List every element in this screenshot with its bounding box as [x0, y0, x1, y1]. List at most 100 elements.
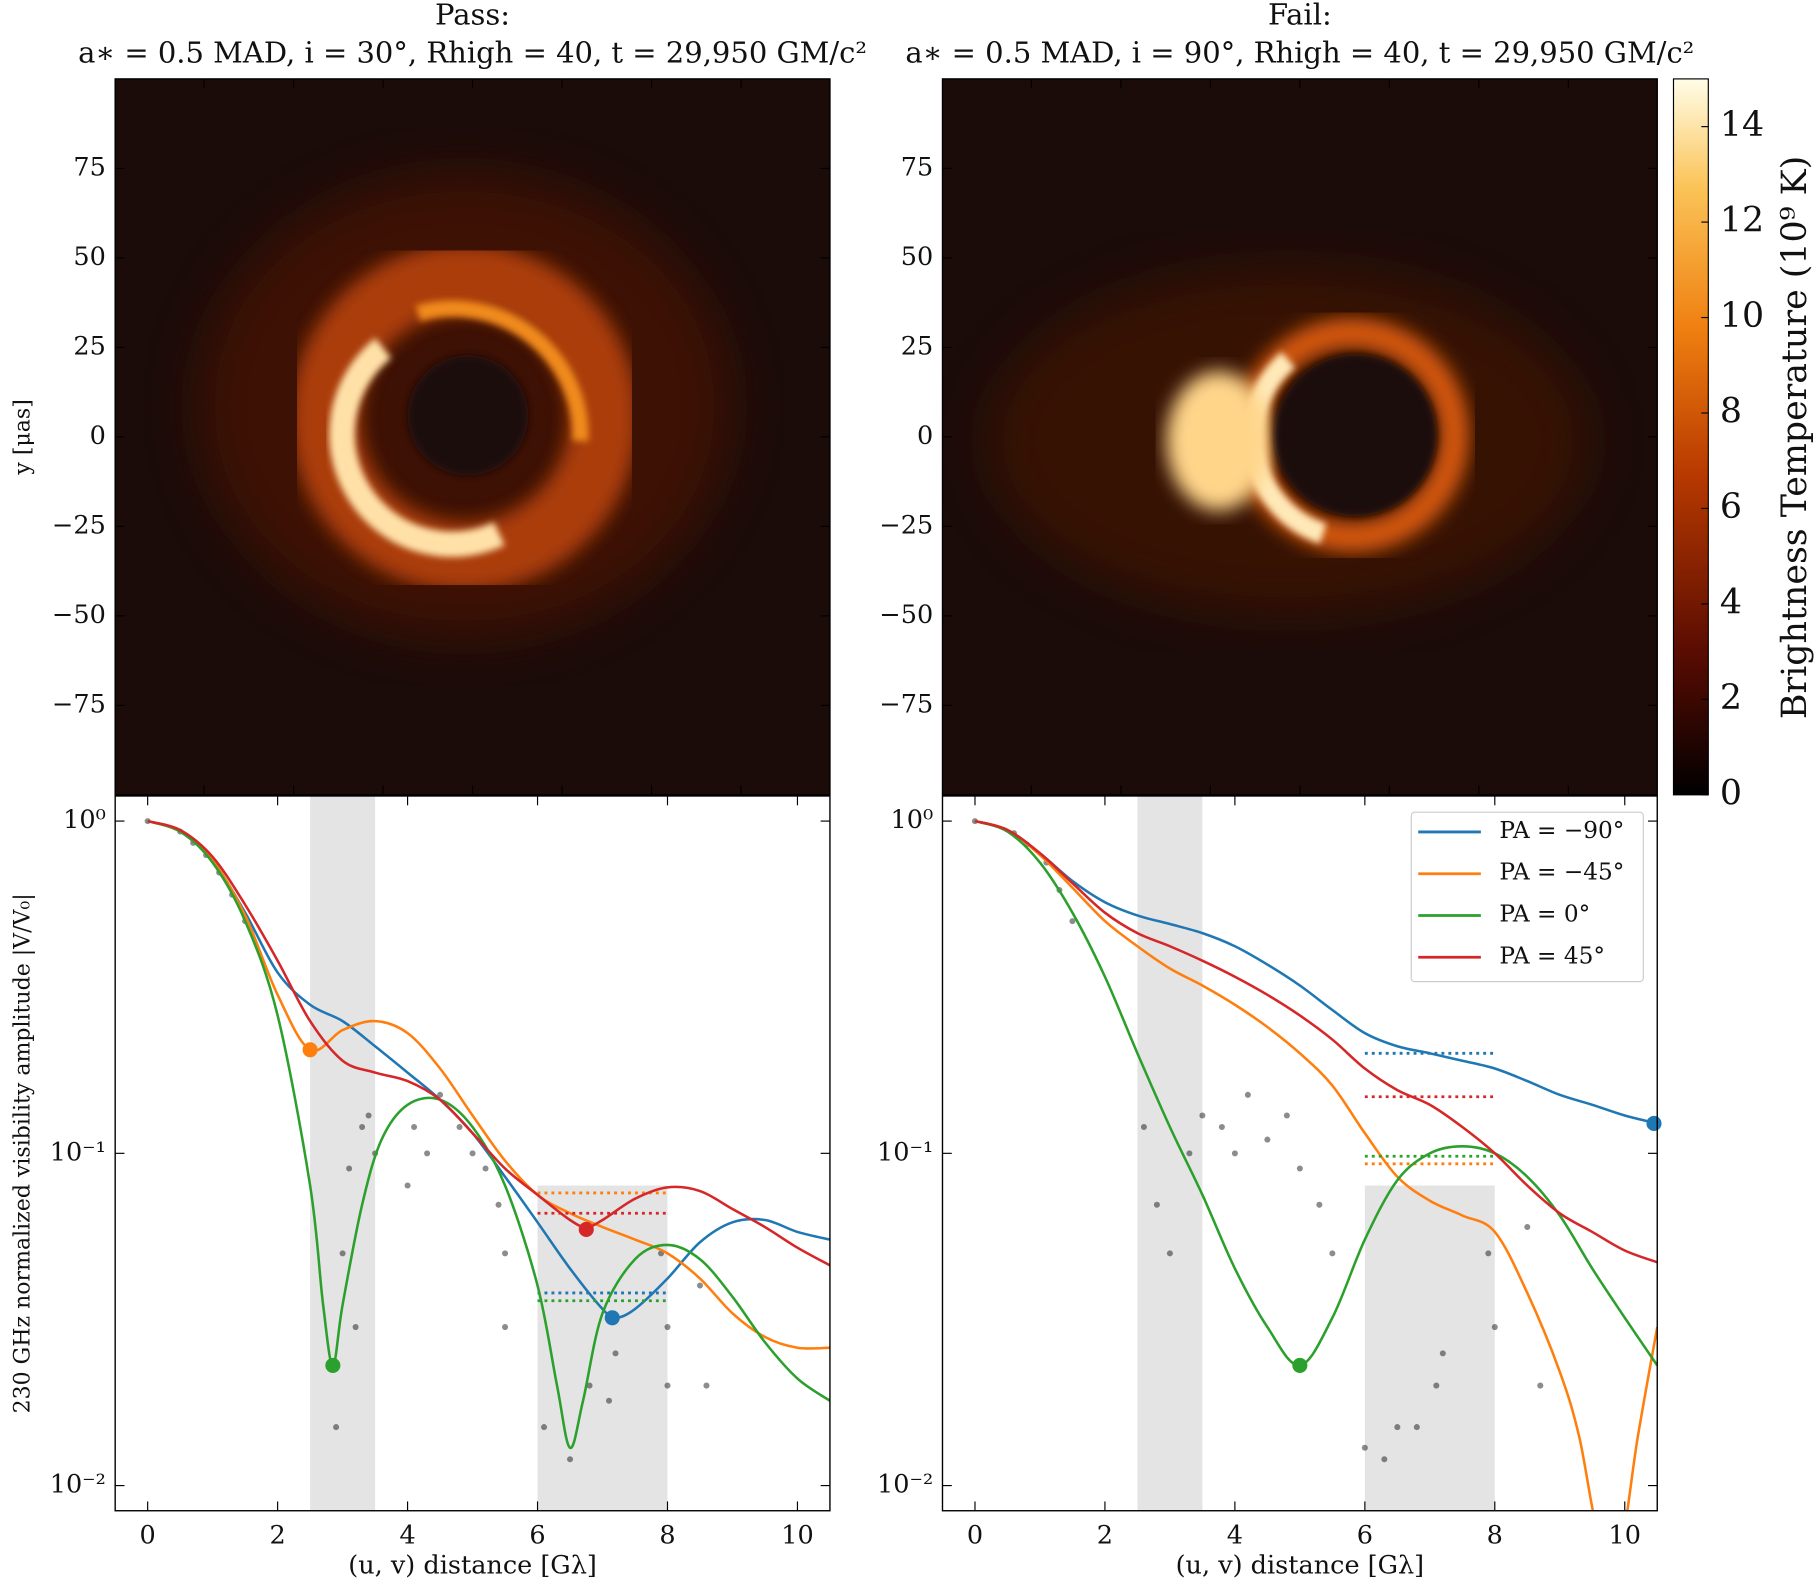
- y-tick-label: 75: [73, 152, 105, 182]
- y-tick-label: 50: [901, 242, 933, 272]
- data-point: [586, 1382, 593, 1389]
- colorbar: [1672, 78, 1709, 796]
- y-tick-label: −25: [52, 510, 106, 540]
- data-point: [352, 1324, 359, 1331]
- data-point: [424, 1150, 431, 1157]
- colorbar-tick-label: 14: [1720, 105, 1764, 145]
- y-tick-label: 10⁻¹: [877, 1137, 933, 1167]
- colorbar-tick-label: 2: [1720, 678, 1742, 718]
- y-tick-label: 10⁰: [63, 805, 106, 835]
- plot-area: [115, 795, 830, 1511]
- y-tick-label: 10⁻²: [877, 1470, 933, 1500]
- data-point: [1166, 1250, 1173, 1257]
- image-render: [115, 78, 830, 795]
- data-point: [1439, 1350, 1446, 1357]
- data-point: [1186, 1150, 1193, 1157]
- data-point: [1231, 1150, 1238, 1157]
- y-tick-label: 10⁻²: [50, 1470, 106, 1500]
- data-point: [1218, 1124, 1225, 1131]
- minimum-marker: [325, 1357, 341, 1373]
- shaded-region: [1364, 1185, 1495, 1511]
- data-point: [1537, 1382, 1544, 1389]
- data-point: [1264, 1136, 1271, 1143]
- shaded-region: [1137, 795, 1203, 1511]
- y-tick-label: 25: [73, 331, 105, 361]
- data-point: [1491, 1324, 1498, 1331]
- x-tick-label: 6: [1357, 1520, 1373, 1550]
- plot-frame: [114, 795, 831, 1512]
- x-tick-label: 10: [1609, 1520, 1641, 1550]
- x-tick-label: 6: [529, 1520, 545, 1550]
- data-point: [567, 1456, 574, 1463]
- x-tick-label: 2: [270, 1520, 286, 1550]
- data-point: [437, 1091, 444, 1098]
- panel-title: Fail:: [1268, 0, 1332, 31]
- data-point: [664, 1382, 671, 1389]
- x-axis-label: (u, v) distance [Gλ]: [348, 1550, 597, 1580]
- series-line: [147, 819, 830, 1350]
- data-point: [333, 1424, 340, 1431]
- data-point: [346, 1165, 353, 1172]
- data-point: [482, 1165, 489, 1172]
- data-point: [502, 1324, 509, 1331]
- y-tick-label: 50: [73, 242, 105, 272]
- data-point: [1283, 1112, 1290, 1119]
- colorbar-tick-label: 12: [1720, 201, 1764, 241]
- data-point: [404, 1182, 411, 1189]
- data-point: [359, 1124, 366, 1131]
- data-point: [502, 1250, 509, 1257]
- y-tick-label: 0: [90, 421, 106, 451]
- x-tick-label: 8: [659, 1520, 675, 1550]
- legend-label: PA = 45°: [1499, 942, 1605, 969]
- data-point: [1153, 1201, 1160, 1208]
- plot-content: [144, 795, 830, 1511]
- y-tick-label: −50: [879, 600, 933, 630]
- data-point: [1485, 1250, 1492, 1257]
- data-point: [1413, 1424, 1420, 1431]
- colorbar-tick-label: 10: [1720, 296, 1764, 336]
- data-point: [612, 1350, 619, 1357]
- x-tick-label: 4: [399, 1520, 415, 1550]
- data-point: [339, 1250, 346, 1257]
- data-point: [495, 1201, 502, 1208]
- data-point: [1524, 1224, 1531, 1231]
- x-tick-label: 0: [140, 1520, 156, 1550]
- shaded-region: [310, 795, 376, 1511]
- y-tick-label: 10⁰: [891, 805, 934, 835]
- x-tick-label: 10: [781, 1520, 813, 1550]
- data-point: [1140, 1124, 1147, 1131]
- y-tick-label: 0: [917, 421, 933, 451]
- y-tick-label: 25: [901, 331, 933, 361]
- data-point: [1394, 1424, 1401, 1431]
- colorbar-label: Brightness Temperature (10⁹ K): [1775, 156, 1815, 719]
- minimum-marker: [1292, 1357, 1308, 1373]
- panel-subtitle: a∗ = 0.5 MAD, i = 30°, Rhigh = 40, t = 2…: [78, 36, 867, 70]
- colorbar-tick-label: 8: [1720, 391, 1742, 431]
- data-point: [664, 1324, 671, 1331]
- y-tick-label: 10⁻¹: [50, 1137, 106, 1167]
- y-tick-label: −75: [879, 689, 933, 719]
- legend-label: PA = −45°: [1499, 859, 1624, 886]
- panel-subtitle: a∗ = 0.5 MAD, i = 90°, Rhigh = 40, t = 2…: [905, 36, 1694, 70]
- colorbar-tick-label: 4: [1720, 582, 1742, 622]
- data-point: [1361, 1444, 1368, 1451]
- data-point: [1296, 1165, 1303, 1172]
- data-point: [1433, 1382, 1440, 1389]
- series-line: [974, 819, 1658, 1367]
- series-line: [974, 819, 1658, 1125]
- shaded-region: [537, 1185, 668, 1511]
- data-point: [1381, 1456, 1388, 1463]
- y-axis-label: y [μas]: [11, 399, 36, 475]
- legend-box: [1410, 811, 1644, 983]
- y-tick-label: −50: [52, 600, 106, 630]
- data-point: [1329, 1250, 1336, 1257]
- data-point: [541, 1424, 548, 1431]
- series-line: [147, 819, 830, 1267]
- data-point: [1316, 1201, 1323, 1208]
- minimum-marker: [1646, 1115, 1662, 1132]
- x-tick-label: 8: [1487, 1520, 1503, 1550]
- plot-frame: [114, 78, 831, 796]
- legend-label: PA = 0°: [1499, 900, 1590, 927]
- colorbar-tick-label: 6: [1720, 487, 1742, 527]
- panel-title: Pass:: [435, 0, 510, 31]
